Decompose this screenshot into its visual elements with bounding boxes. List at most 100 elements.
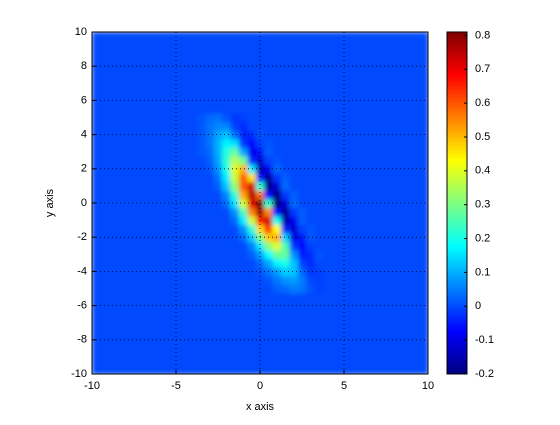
heatmap-cell [255, 250, 265, 260]
heatmap-cell [264, 250, 274, 260]
heatmap-cell [314, 275, 324, 285]
heatmap-cell [222, 215, 232, 225]
heatmap-cell [272, 113, 282, 123]
heatmap-cell [281, 147, 290, 157]
heatmap-cell [92, 224, 198, 234]
heatmap-cell [264, 190, 274, 200]
heatmap-cell [222, 181, 232, 191]
heatmap-cell [230, 241, 240, 251]
heatmap-cell [230, 173, 240, 183]
heatmap-cell [297, 292, 307, 374]
x-tick-label: -10 [84, 380, 100, 392]
heatmap-cell [247, 181, 257, 191]
heatmap-cell [314, 267, 324, 277]
heatmap-cell [213, 224, 223, 234]
heatmap-cell [281, 198, 290, 208]
heatmap-cell [230, 232, 240, 243]
heatmap-cell [230, 138, 240, 149]
heatmap-cell [264, 155, 274, 166]
heatmap-cell [323, 130, 428, 140]
heatmap-cell [255, 121, 265, 131]
heatmap-cell [281, 207, 290, 217]
colorbar [446, 31, 468, 375]
heatmap-cell [247, 275, 257, 285]
heatmap-cell [255, 258, 265, 268]
heatmap-cell [255, 190, 265, 200]
heatmap-cell [213, 250, 223, 260]
heatmap-cell [197, 258, 206, 268]
heatmap-cell [247, 121, 257, 131]
heatmap-cell [205, 224, 215, 234]
heatmap-cell [230, 284, 240, 294]
heatmap-cell [239, 190, 248, 200]
heatmap-cell [92, 113, 198, 123]
heatmap-cell [264, 258, 274, 268]
heatmap-cell [306, 173, 316, 183]
heatmap-cell [230, 224, 240, 234]
heatmap [92, 32, 428, 374]
heatmap-cell [247, 155, 257, 166]
heatmap-cell [239, 155, 248, 166]
heatmap-cell [289, 207, 299, 217]
colorbar-tick-label: -0.2 [475, 368, 494, 380]
heatmap-cell [289, 232, 299, 243]
heatmap-cell [222, 241, 232, 251]
heatmap-cell [297, 130, 307, 140]
heatmap-cell [281, 138, 290, 149]
colorbar-tick-label: 0.3 [475, 199, 490, 211]
heatmap-cell [264, 173, 274, 183]
heatmap-cell [197, 173, 206, 183]
heatmap-cell [272, 275, 282, 285]
heatmap-cell [264, 181, 274, 191]
heatmap-cell [297, 250, 307, 260]
heatmap-cell [247, 113, 257, 123]
heatmap-cell [230, 292, 240, 374]
heatmap-cell [297, 173, 307, 183]
heatmap-cell [222, 232, 232, 243]
heatmap-cell [222, 258, 232, 268]
heatmap-cell [306, 164, 316, 174]
heatmap-cell [306, 224, 316, 234]
heatmap-cell [222, 190, 232, 200]
heatmap-cell [297, 138, 307, 149]
heatmap-cell [230, 207, 240, 217]
heatmap-cell [197, 224, 206, 234]
heatmap-cell [197, 130, 206, 140]
heatmap-cell [272, 155, 282, 166]
heatmap-cell [272, 292, 282, 374]
heatmap-cell [213, 130, 223, 140]
heatmap-cell [297, 190, 307, 200]
heatmap-cell [247, 147, 257, 157]
heatmap-cell [297, 155, 307, 166]
heatmap-cell [197, 232, 206, 243]
heatmap-cell [205, 113, 215, 123]
heatmap-cell [297, 147, 307, 157]
heatmap-cell [247, 241, 257, 251]
heatmap-cell [297, 284, 307, 294]
y-tick-label: 2 [81, 163, 87, 175]
x-axis-label: x axis [246, 401, 275, 413]
heatmap-cell [323, 258, 428, 268]
heatmap-cell [239, 284, 248, 294]
heatmap-cell [314, 250, 324, 260]
heatmap-cell [239, 267, 248, 277]
heatmap-cell [213, 232, 223, 243]
colorbar-tick-label: 0.5 [475, 131, 490, 143]
heatmap-cell [239, 207, 248, 217]
heatmap-cell [239, 121, 248, 131]
heatmap-cell [289, 130, 299, 140]
heatmap-cell [323, 190, 428, 200]
colorbar-tick-label: -0.1 [475, 334, 494, 346]
heatmap-cell [213, 181, 223, 191]
heatmap-cell [323, 147, 428, 157]
heatmap-cell [247, 207, 257, 217]
heatmap-cell [230, 190, 240, 200]
x-tick-label: -5 [171, 380, 181, 392]
heatmap-cell [239, 164, 248, 174]
heatmap-cell [197, 215, 206, 225]
heatmap-cell [230, 267, 240, 277]
y-tick-label: 8 [81, 60, 87, 72]
heatmap-cell [306, 138, 316, 149]
heatmap-cell [272, 258, 282, 268]
heatmap-cell [306, 121, 316, 131]
